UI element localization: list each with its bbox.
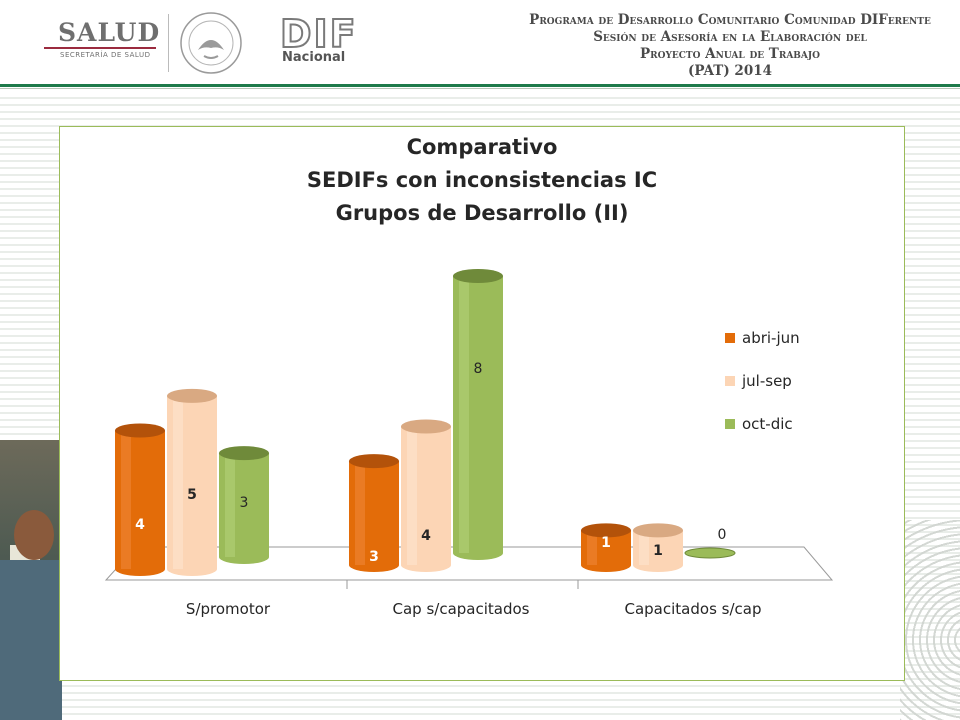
bar-top-jul-sep-2 xyxy=(633,523,683,538)
legend-label: oct-dic xyxy=(742,415,793,433)
legend-swatch-oct-dic xyxy=(725,419,735,429)
bar-top-jul-sep-1 xyxy=(401,419,451,434)
bar-highlight xyxy=(121,430,131,569)
program-title-line: Proyecto Anual de Trabajo xyxy=(640,46,820,62)
data-label: 1 xyxy=(653,543,663,559)
legend-label: abri-jun xyxy=(742,329,800,347)
bar-top-oct-dic-0 xyxy=(219,446,269,461)
bar-top-abri-jun-0 xyxy=(115,423,165,438)
bar-top-abri-jun-1 xyxy=(349,454,399,469)
background-photo-face xyxy=(14,510,54,560)
program-title-line: (PAT) 2014 xyxy=(688,63,772,79)
header-rule-thin xyxy=(0,88,960,89)
mexico-seal-icon xyxy=(180,12,242,74)
legend-swatch-jul-sep xyxy=(725,376,735,386)
dif-logo-subtitle: Nacional xyxy=(282,50,346,65)
data-label: 3 xyxy=(240,495,249,511)
bar-highlight xyxy=(459,276,469,553)
chart-title-line: SEDIFs con inconsistencias IC xyxy=(306,168,658,192)
data-label: 1 xyxy=(601,535,611,551)
legend-label: jul-sep xyxy=(741,372,792,390)
bar-highlight xyxy=(407,426,417,565)
bar-top-jul-sep-0 xyxy=(167,388,217,403)
bar-highlight xyxy=(587,530,597,565)
data-label: 0 xyxy=(718,527,727,543)
program-title-line: Programa de Desarrollo Comunitario Comun… xyxy=(529,12,931,28)
data-label: 3 xyxy=(369,549,379,565)
x-tick-label: Cap s/capacitados xyxy=(393,600,530,618)
program-title: Programa de Desarrollo Comunitario Comun… xyxy=(520,12,940,80)
data-label: 8 xyxy=(474,361,483,377)
logo-divider xyxy=(168,14,169,72)
data-label: 4 xyxy=(421,528,431,544)
bar-top-oct-dic-1 xyxy=(453,269,503,283)
x-tick-label: Capacitados s/cap xyxy=(625,600,762,618)
x-tick-label: S/promotor xyxy=(186,600,271,618)
legend-swatch-abri-jun xyxy=(725,333,735,343)
data-label: 5 xyxy=(187,487,197,503)
salud-logo-subtitle: SECRETARÍA DE SALUD xyxy=(60,51,151,59)
chart-title-line: Comparativo xyxy=(406,135,558,159)
salud-logo-bar xyxy=(44,47,156,49)
background-photo-person xyxy=(0,560,62,720)
dif-logo-text: DIF xyxy=(279,11,358,57)
background-ornament xyxy=(900,520,960,720)
bar-top-abri-jun-2 xyxy=(581,523,631,538)
slide-header: SALUD SECRETARÍA DE SALUD DIF Nacional P… xyxy=(0,0,960,86)
data-label: 4 xyxy=(135,517,145,533)
salud-logo-text: SALUD xyxy=(58,18,161,47)
bar-highlight xyxy=(173,395,183,569)
bar-chart: 4 3 1 5 4 1 3 8 0 S/promotor Cap s/capacitados Capa… xyxy=(104,269,834,618)
dif-logo: DIF Nacional xyxy=(276,11,357,72)
chart-title-line: Grupos de Desarrollo (II) xyxy=(335,201,629,225)
chart-frame: Comparativo SEDIFs con inconsistencias I… xyxy=(59,126,905,681)
bar-highlight xyxy=(225,453,235,557)
salud-logo: SALUD SECRETARÍA DE SALUD xyxy=(44,18,164,62)
bar-top-oct-dic-2 xyxy=(684,547,736,559)
program-title-line: Sesión de Asesoría en la Elaboración del xyxy=(593,29,867,45)
bar-highlight xyxy=(355,461,365,565)
bar-highlight xyxy=(639,530,649,565)
header-rule xyxy=(0,84,960,87)
